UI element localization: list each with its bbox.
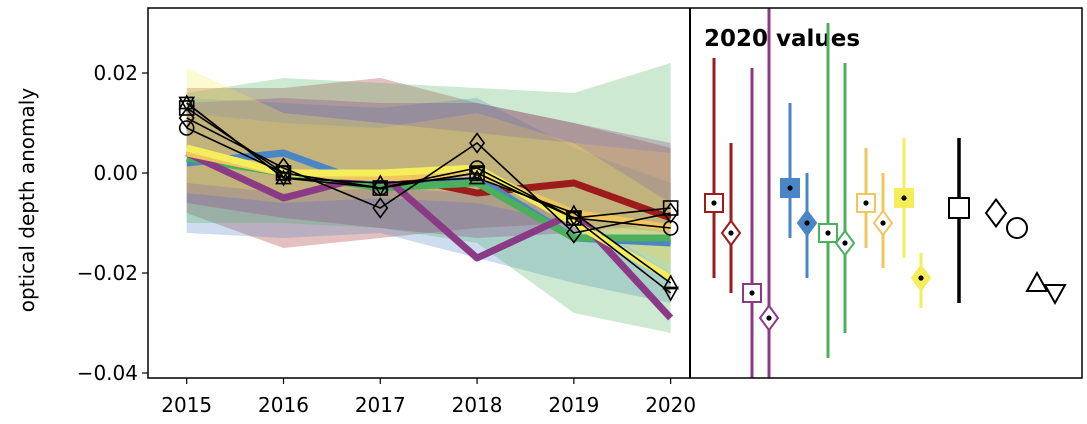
value-marker-triangle-up — [1025, 270, 1049, 292]
panel-title: 2020 values — [704, 26, 860, 52]
x-tick-label: 2017 — [355, 393, 406, 417]
point-triangle-up-2020 — [662, 274, 680, 290]
point-circle-2015 — [178, 120, 195, 136]
value-marker-black-square — [948, 197, 970, 219]
x-tick-label: 2015 — [161, 393, 212, 417]
value-marker-circle — [1006, 217, 1028, 239]
value-dot-3-diamond — [842, 240, 848, 246]
point-triangle-up-2018 — [468, 169, 486, 185]
point-triangle-down-2019 — [565, 211, 583, 227]
value-dot-0-square — [711, 200, 717, 206]
value-dot-2-square — [787, 185, 793, 191]
value-dot-5-square — [901, 195, 907, 201]
axis-ticks: −0.04 −0.02 0.00 0.02 2015 2016 2017 2018 2019 20… — [77, 61, 696, 417]
time-series-plot — [178, 63, 680, 333]
point-circle-2020 — [662, 220, 679, 236]
y-axis-label: optical depth anomaly — [15, 88, 39, 313]
y-tick-label: −0.04 — [77, 361, 138, 385]
axes-frame — [147, 7, 1083, 379]
point-triangle-down-2016 — [275, 171, 292, 187]
y-tick-label: 0.00 — [93, 161, 138, 185]
point-diamond-2018 — [469, 132, 486, 154]
point-triangle-down-2020 — [662, 286, 680, 302]
value-marker-triangle-down — [1043, 284, 1067, 306]
band-2 — [186, 63, 671, 333]
point-triangle-down-2015 — [178, 96, 196, 112]
point-diamond-2017 — [372, 197, 389, 219]
series-lines — [185, 144, 674, 321]
marker-series — [178, 94, 680, 302]
values-2020-plot: 2020 values — [704, 8, 1067, 378]
series-line-5 — [185, 144, 673, 282]
point-diamond-2019 — [565, 222, 582, 244]
y-tick-label: −0.02 — [77, 261, 138, 285]
marker-line-triangle-down — [186, 102, 672, 294]
x-tick-label: 2020 — [645, 393, 696, 417]
point-triangle-down-2018 — [468, 166, 486, 182]
band-1 — [186, 98, 671, 303]
point-diamond-2015 — [178, 107, 195, 129]
value-dot-4-diamond — [880, 220, 886, 226]
value-dot-0-diamond — [728, 230, 734, 236]
x-tick-label: 2016 — [258, 393, 309, 417]
x-tick-label: 2018 — [452, 393, 503, 417]
point-diamond-2020 — [662, 202, 679, 224]
value-dot-4-square — [863, 200, 869, 206]
value-dot-1-diamond — [766, 315, 772, 321]
uncertainty-bands — [186, 63, 671, 333]
value-dot-1-square — [749, 290, 755, 296]
value-dot-5-diamond — [918, 275, 924, 281]
point-square-2020 — [662, 200, 679, 216]
value-dot-2-diamond — [804, 220, 810, 226]
value-marker-diamond — [984, 197, 1008, 229]
x-tick-label: 2019 — [548, 393, 599, 417]
plot-frame — [147, 7, 1083, 379]
values-2020-marks — [704, 8, 1067, 378]
y-tick-label: 0.02 — [93, 61, 138, 85]
point-triangle-down-2017 — [371, 181, 389, 197]
value-dot-3-square — [825, 230, 831, 236]
